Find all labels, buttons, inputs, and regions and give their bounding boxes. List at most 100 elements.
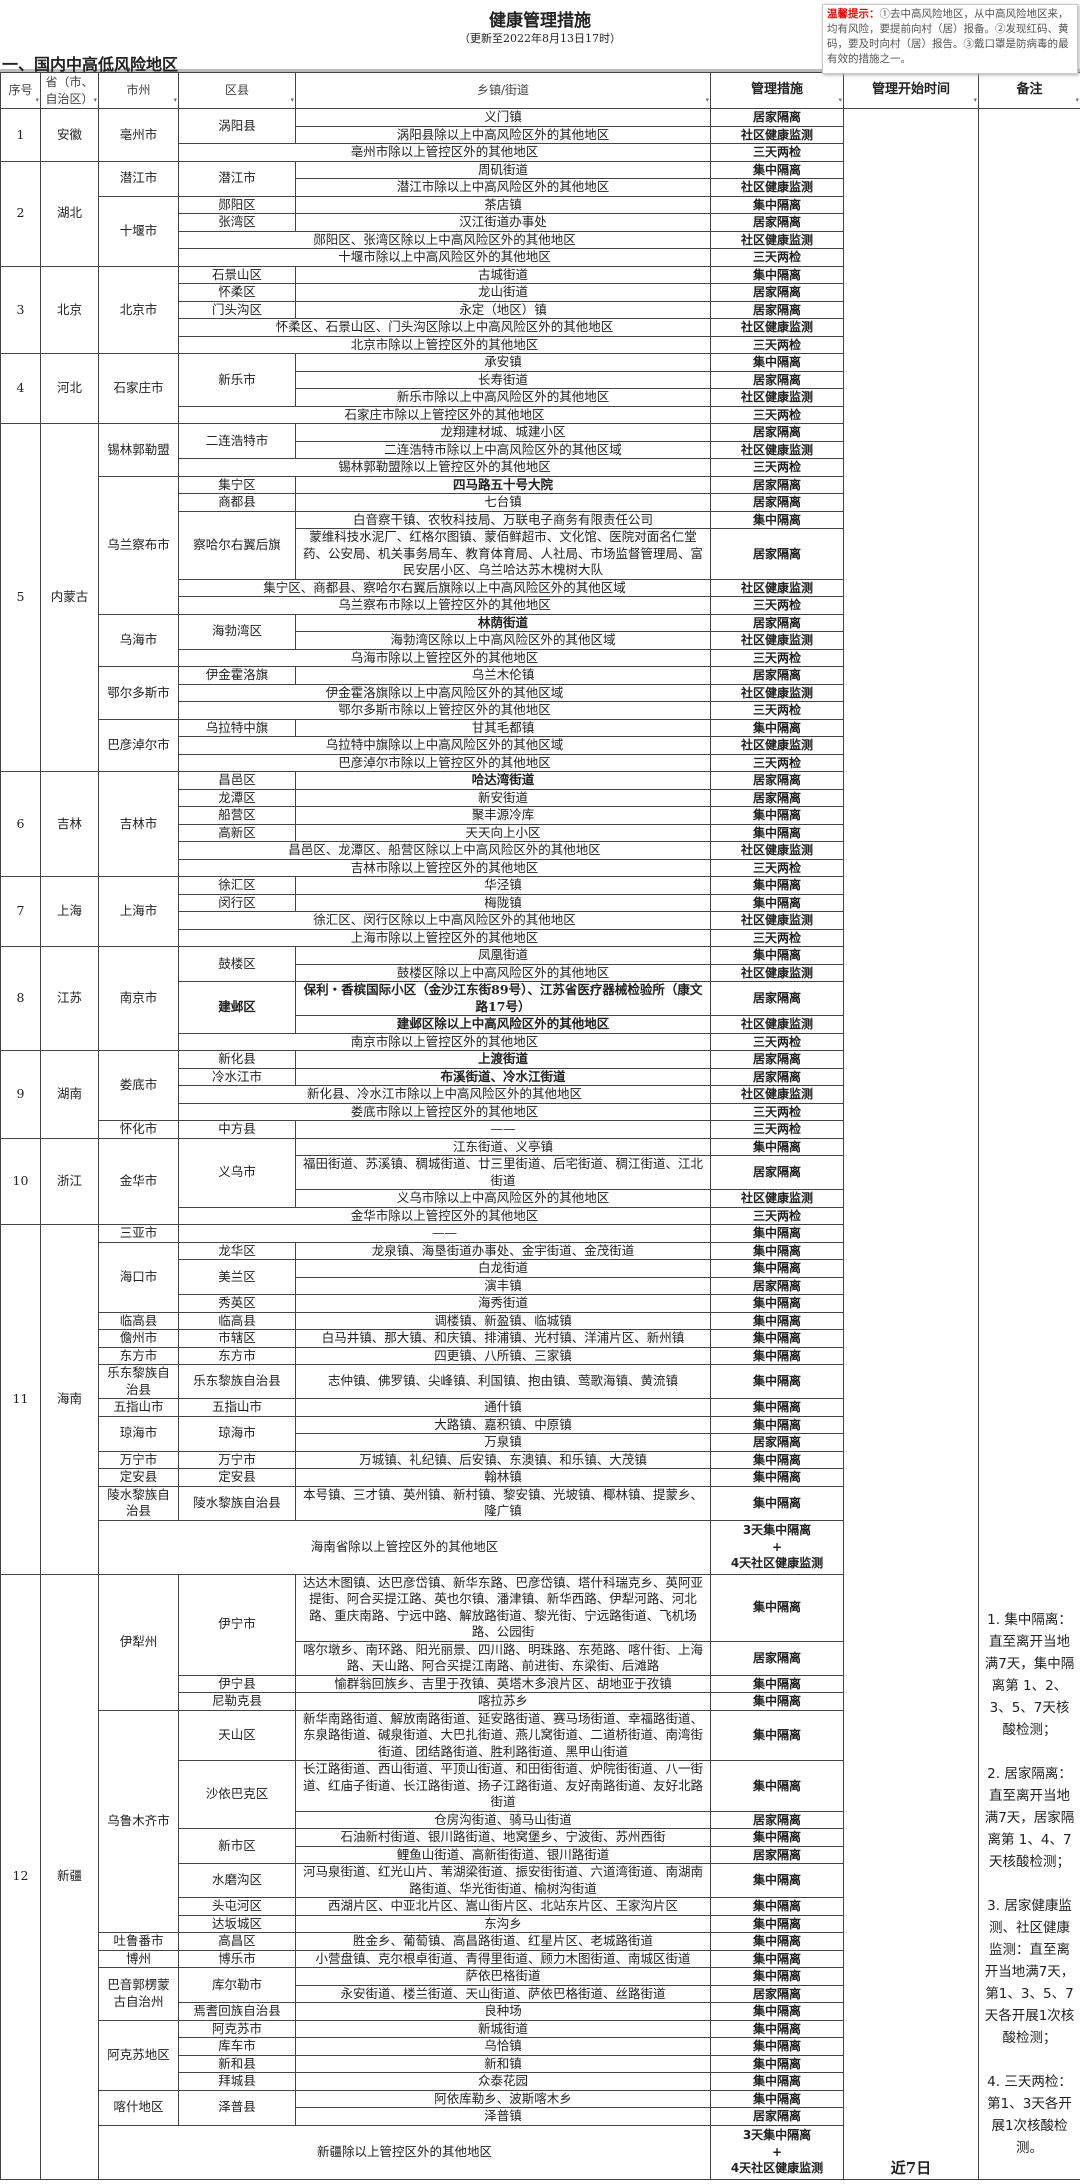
area-cell: 金华市除以上管控区外的其他地区 — [178, 1206, 711, 1225]
district-cell: 秀英区 — [178, 1294, 296, 1313]
district-cell: 高新区 — [178, 823, 296, 842]
district-cell: 美兰区 — [178, 1259, 296, 1295]
table-row: 儋州市 市辖区 白马井镇、那大镇、和庆镇、排浦镇、光村镇、洋浦片区、新州镇 集中隔离 — [1, 1329, 1080, 1348]
header-district[interactable]: 区县 ▾ — [178, 72, 296, 109]
filter-dropdown-icon[interactable]: ▾ — [93, 95, 97, 104]
measure-cell: 社区健康监测 — [710, 736, 844, 755]
measure-cell: 集中隔离 — [710, 1364, 844, 1399]
table-row: 乌海市 海勃湾区 林荫街道 居家隔离 — [1, 613, 1080, 667]
filter-dropdown-icon[interactable]: ▾ — [290, 95, 294, 104]
measure-cell: 社区健康监测 — [710, 318, 844, 337]
filter-dropdown-icon[interactable]: ▾ — [705, 95, 709, 104]
measure-cell: 三天两检 — [710, 701, 844, 720]
measure-cell: 居家隔离 — [710, 493, 844, 512]
measure-cell: 集中隔离 — [710, 510, 844, 529]
district-cell: 伊金霍洛旗 — [178, 666, 296, 685]
measure-cell: 3天集中隔离 + 4天社区健康监测 — [710, 2124, 844, 2180]
area-cell: 上渡街道 — [295, 1050, 711, 1069]
area-cell: 乌兰察布市除以上管控区外的其他地区 — [178, 596, 711, 615]
area-cell: 万城镇、礼纪镇、后安镇、东澳镇、和乐镇、大茂镇 — [295, 1450, 711, 1469]
filter-dropdown-icon[interactable]: ▾ — [838, 94, 842, 104]
table-row: 4 河北 石家庄市 新乐市 承安镇 集中隔离 — [0, 353, 1080, 424]
area-cell: 南京市除以上管控区外的其他地区 — [178, 1032, 711, 1051]
district-cell: 集宁区 — [178, 475, 296, 494]
header-measure[interactable]: 管理措施 ▾ — [710, 72, 844, 109]
district-cell: 乐东黎族自治县 — [178, 1364, 296, 1399]
district-cell: 建邺区 — [178, 981, 296, 1034]
table-row: 巴彦淖尔市 乌拉特中旗 甘其毛都镇 集中隔离 — [1, 718, 1080, 772]
province-cell: 北京 — [40, 265, 99, 354]
table-row: 6 吉林 吉林市 昌邑区 哈达湾街道 居家隔离 — [0, 771, 1080, 877]
measure-cell: 集中隔离 — [710, 1398, 844, 1417]
area-cell: 新化县、冷水江市除以上中高风险区外的其他地区 — [178, 1085, 711, 1104]
area-cell: 良种场 — [295, 2002, 711, 2021]
measure-cell: 三天两检 — [710, 596, 844, 615]
measure-cell: 社区健康监测 — [710, 683, 844, 702]
measure-cell: 三天两检 — [710, 1102, 844, 1121]
city-cell: 伊犁州 — [98, 1573, 179, 1711]
table-row: 新化县、冷水江市除以上中高风险区外的其他地区 社区健康监测 — [1, 1085, 1080, 1104]
filter-dropdown-icon[interactable]: ▾ — [173, 95, 177, 104]
area-cell: 凤凰街道 — [295, 946, 711, 965]
header-label: 备注 — [1016, 82, 1043, 98]
table-row: 水磨沟区 河马泉街道、红光山片、苇湖梁街道、振安街街道、六道湾街道、南湖南路街道、… — [1, 1863, 1080, 1898]
district-cell: 徐汇区 — [178, 876, 296, 895]
measure-cell: 居家隔离 — [710, 771, 844, 790]
header-province[interactable]: 省（市、自治区） ▾ — [40, 72, 99, 109]
measure-cell: 居家隔离 — [710, 2107, 844, 2126]
measure-cell: 居家隔离 — [710, 108, 844, 127]
area-cell: 阿依库勒乡、波斯喀木乡 — [295, 2089, 711, 2108]
filter-dropdown-icon[interactable]: ▾ — [1075, 94, 1079, 104]
table-row: 二连浩特市除以上中高风险区外的其他区域 社区健康监测 — [1, 440, 1080, 459]
province-cell: 江苏 — [40, 946, 99, 1051]
city-cell: 上海市 — [98, 876, 179, 947]
area-cell: 上海市除以上管控区外的其他地区 — [178, 928, 711, 947]
area-cell: 白音察干镇、农牧科技局、万联电子商务有限责任公司 — [295, 510, 711, 529]
filter-dropdown-icon[interactable]: ▾ — [973, 94, 977, 104]
start-time-cell: 近7日 — [843, 108, 979, 2180]
table-row: 乌鲁木齐市 天山区 新华南路街道、解放南路街道、延安路街道、赛马场街道、幸福路街道、… — [1, 1709, 1080, 1933]
area-cell: 胜金乡、葡萄镇、高昌路街道、红星片区、老城路街道 — [295, 1932, 711, 1951]
city-cell: 临高县 — [98, 1311, 179, 1330]
area-cell: 乌海市除以上管控区外的其他地区 — [178, 648, 711, 667]
measure-cell: 集中隔离 — [710, 1914, 844, 1933]
table-row: 沙依巴克区 长江路街道、西山街道、平顶山街道、和田街街道、炉院街街道、八一街道、红… — [1, 1760, 1080, 1829]
table-row: 商都县 七台镇 居家隔离 — [1, 493, 1080, 512]
district-cell: 商都县 — [178, 493, 296, 512]
area-cell: 蒙维科技水泥厂、红格尔图镇、蒙佰鲜超市、文化馆、医院对面名仁堂药、公安局、机关事… — [295, 528, 711, 580]
area-cell: 吉林市除以上管控区外的其他地区 — [178, 858, 711, 877]
area-cell: 潜江市除以上中高风险区外的其他地区 — [295, 178, 711, 197]
measure-cell: 集中隔离 — [710, 1863, 844, 1898]
district-cell: 昌邑区 — [178, 771, 296, 790]
header-city[interactable]: 市州 ▾ — [98, 72, 179, 109]
table-row: 9 湖南 娄底市 新化县 上渡街道 居家隔离 — [0, 1050, 1080, 1139]
row-number: 9 — [0, 1050, 41, 1139]
table-row: 伊宁县 愉群翁回族乡、吉里于孜镇、英塔木多浪片区、胡地亚于孜镇 集中隔离 — [1, 1674, 1080, 1693]
row-number: 7 — [0, 876, 41, 947]
header-no[interactable]: 序号 ▾ — [0, 72, 41, 109]
area-cell: 喀尔墩乡、南环路、阳光丽景、四川路、明珠路、东苑路、喀什街、上海路、天山路、阿合… — [295, 1640, 711, 1676]
province-cell: 安徽 — [40, 108, 99, 162]
area-cell: 甘其毛都镇 — [295, 718, 711, 737]
remarks-cell: 1. 集中隔离：直至离开当地满7天，集中隔离第 1、2、3、5、7天核酸检测； … — [978, 108, 1080, 2180]
area-cell: 龙泉镇、海垦街道办事处、金宇街道、金茂街道 — [295, 1241, 711, 1260]
measure-cell: 居家隔离 — [710, 1810, 844, 1829]
table-row: 闵行区 梅陇镇 集中隔离 — [1, 893, 1080, 912]
measure-cell: 集中隔离 — [710, 1967, 844, 1986]
province-cell: 新疆 — [40, 1573, 99, 2180]
measure-cell: 居家隔离 — [710, 528, 844, 580]
district-cell: 市辖区 — [178, 1329, 296, 1348]
header-start-time[interactable]: 管理开始时间 ▾ — [843, 72, 979, 109]
table-row: 涡阳县除以上中高风险区外的其他地区 社区健康监测 — [1, 125, 1080, 144]
measure-cell: 三天两检 — [710, 1120, 844, 1139]
header-area[interactable]: 乡镇/街道 ▾ — [295, 72, 711, 109]
area-cell: 喀拉苏乡 — [295, 1692, 711, 1711]
measure-cell: 集中隔离 — [710, 2019, 844, 2038]
header-remarks[interactable]: 备注 ▾ — [978, 72, 1080, 109]
area-cell: 保利・香槟国际小区（金沙江东街89号）、江苏省医疗器械检验所（康文路17号） — [295, 981, 711, 1016]
district-cell: 石景山区 — [178, 265, 296, 284]
province-cell: 内蒙古 — [40, 423, 99, 772]
filter-dropdown-icon[interactable]: ▾ — [35, 95, 39, 104]
header-label: 乡镇/街道 — [476, 83, 530, 98]
measure-cell: 社区健康监测 — [710, 440, 844, 459]
